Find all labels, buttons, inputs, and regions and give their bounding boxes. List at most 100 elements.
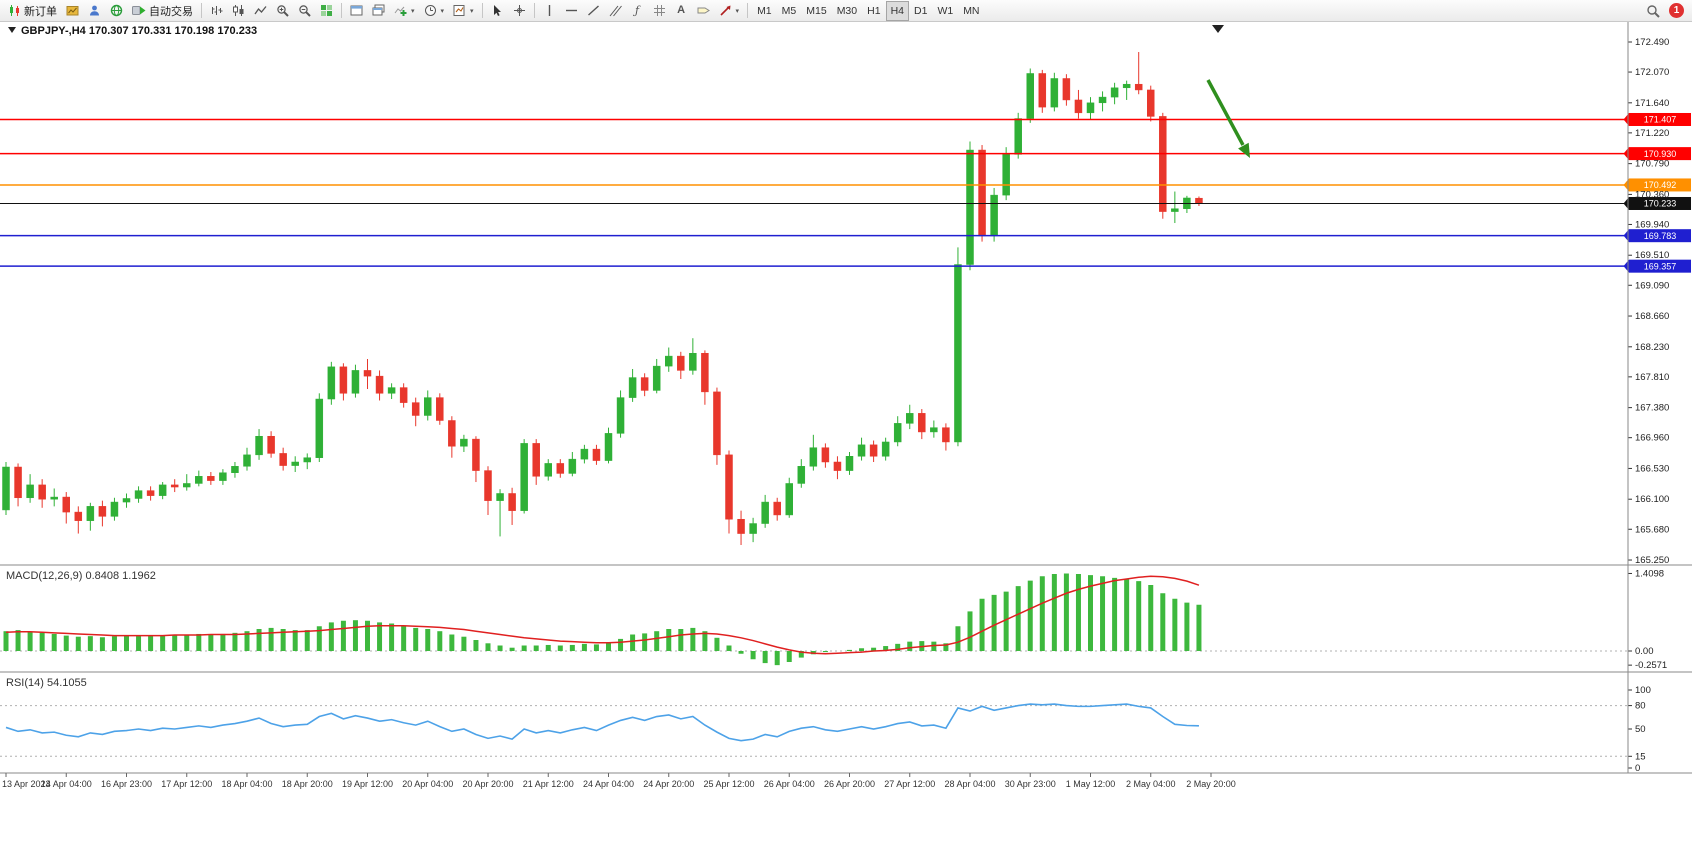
svg-text:GBPJPY-,H4 170.307 170.331 170: GBPJPY-,H4 170.307 170.331 170.198 170.2… — [21, 25, 257, 37]
svg-text:168.230: 168.230 — [1635, 342, 1669, 353]
zoom-in-icon — [276, 4, 289, 17]
timeframe-H4-button[interactable]: H4 — [885, 0, 909, 21]
svg-text:167.810: 167.810 — [1635, 372, 1669, 383]
svg-text:100: 100 — [1635, 685, 1651, 696]
line-chart-button[interactable] — [250, 1, 271, 21]
new-window-button[interactable] — [346, 1, 367, 21]
templates-button[interactable]: ▾ — [449, 1, 478, 21]
cascade-windows-icon — [372, 4, 385, 17]
timeframe-H1-button[interactable]: H1 — [862, 1, 885, 21]
candlestick-chart-button[interactable] — [228, 1, 249, 21]
toolbar-separator — [341, 3, 342, 18]
tile-windows-button[interactable] — [316, 1, 337, 21]
new-order-button[interactable]: 新订单 — [4, 1, 61, 21]
chevron-down-icon: ▾ — [735, 7, 740, 15]
grid-button[interactable] — [649, 1, 670, 21]
clock-icon — [424, 4, 437, 17]
cursor-icon — [491, 4, 504, 17]
zoom-in-button[interactable] — [272, 1, 293, 21]
candlestick-icon — [232, 4, 245, 17]
vertical-line-icon — [543, 4, 556, 17]
svg-text:16 Apr 23:00: 16 Apr 23:00 — [101, 779, 152, 789]
auto-trading-button[interactable]: 自动交易 — [128, 1, 197, 21]
svg-text:15: 15 — [1635, 751, 1646, 762]
svg-text:1 May 12:00: 1 May 12:00 — [1066, 779, 1116, 789]
svg-text:170.790: 170.790 — [1635, 159, 1669, 170]
vertical-line-button[interactable] — [539, 1, 560, 21]
svg-text:24 Apr 20:00: 24 Apr 20:00 — [643, 779, 694, 789]
svg-text:27 Apr 12:00: 27 Apr 12:00 — [884, 779, 935, 789]
text-button[interactable]: A — [671, 1, 692, 21]
template-icon — [453, 4, 466, 17]
timeframe-M15-button[interactable]: M15 — [801, 1, 831, 21]
svg-text:166.960: 166.960 — [1635, 433, 1669, 444]
chevron-down-icon: ▾ — [440, 7, 445, 15]
window-icon — [350, 4, 363, 17]
timeframe-M1-button[interactable]: M1 — [752, 1, 777, 21]
profiles-button[interactable] — [84, 1, 105, 21]
toolbar-separator — [533, 3, 535, 18]
svg-text:28 Apr 04:00: 28 Apr 04:00 — [944, 779, 995, 789]
arrows-button[interactable]: ▾ — [715, 1, 744, 21]
svg-text:169.783: 169.783 — [1644, 231, 1677, 241]
search-icon — [1646, 4, 1660, 18]
channel-icon — [609, 4, 622, 17]
timeframe-D1-button[interactable]: D1 — [909, 1, 932, 21]
timeframe-M5-button[interactable]: M5 — [777, 1, 802, 21]
market-watch-button[interactable] — [106, 1, 127, 21]
periods-button[interactable]: ▾ — [420, 1, 449, 21]
timeframe-W1-button[interactable]: W1 — [932, 1, 958, 21]
bar-chart-button[interactable] — [206, 1, 227, 21]
svg-text:MACD(12,26,9) 0.8408 1.1962: MACD(12,26,9) 0.8408 1.1962 — [6, 570, 156, 582]
svg-text:-0.2571: -0.2571 — [1635, 660, 1667, 671]
cascade-windows-button[interactable] — [368, 1, 389, 21]
svg-text:169.510: 169.510 — [1635, 250, 1669, 261]
svg-text:50: 50 — [1635, 724, 1646, 735]
zoom-out-button[interactable] — [294, 1, 315, 21]
main-toolbar: 新订单 自动交易 ▾ ▾ ▾ ƒ A — [0, 0, 1692, 22]
crosshair-icon — [513, 4, 526, 17]
new-order-icon — [8, 4, 21, 17]
svg-text:30 Apr 23:00: 30 Apr 23:00 — [1005, 779, 1056, 789]
grid-icon — [653, 4, 666, 17]
svg-text:170.492: 170.492 — [1644, 180, 1677, 190]
toolbar-separator — [747, 3, 749, 18]
crosshair-button[interactable] — [509, 1, 530, 21]
cursor-button[interactable] — [487, 1, 508, 21]
svg-text:0.00: 0.00 — [1635, 646, 1654, 657]
svg-text:20 Apr 04:00: 20 Apr 04:00 — [402, 779, 453, 789]
svg-text:80: 80 — [1635, 701, 1646, 712]
ohlc-bars-icon — [210, 4, 223, 17]
trendline-button[interactable] — [583, 1, 604, 21]
person-icon — [88, 4, 101, 17]
globe-icon — [110, 4, 123, 17]
label-button[interactable] — [693, 1, 714, 21]
svg-text:167.380: 167.380 — [1635, 403, 1669, 414]
svg-text:26 Apr 20:00: 26 Apr 20:00 — [824, 779, 875, 789]
horizontal-line-button[interactable] — [561, 1, 582, 21]
svg-text:1.4098: 1.4098 — [1635, 568, 1664, 579]
svg-text:170.233: 170.233 — [1644, 199, 1677, 209]
toolbar-separator — [481, 3, 483, 18]
notification-badge[interactable]: 1 — [1669, 3, 1684, 18]
timeframe-MN-button[interactable]: MN — [958, 1, 984, 21]
toolbar-separator — [201, 3, 202, 18]
svg-text:13 Apr 2023: 13 Apr 2023 — [2, 779, 51, 789]
svg-text:RSI(14) 54.1055: RSI(14) 54.1055 — [6, 677, 87, 689]
new-chart-button[interactable] — [62, 1, 83, 21]
svg-text:166.530: 166.530 — [1635, 463, 1669, 474]
search-button[interactable] — [1642, 1, 1664, 21]
channel-button[interactable] — [605, 1, 626, 21]
svg-text:18 Apr 20:00: 18 Apr 20:00 — [282, 779, 333, 789]
new-order-label: 新订单 — [24, 5, 57, 18]
svg-text:2 May 04:00: 2 May 04:00 — [1126, 779, 1176, 789]
chevron-down-icon: ▾ — [411, 7, 415, 15]
indicators-button[interactable]: ▾ — [390, 1, 419, 21]
svg-text:21 Apr 12:00: 21 Apr 12:00 — [523, 779, 574, 789]
svg-text:171.640: 171.640 — [1635, 98, 1669, 109]
timeframe-M30-button[interactable]: M30 — [832, 1, 862, 21]
fibonacci-button[interactable]: ƒ — [627, 1, 648, 21]
svg-text:168.660: 168.660 — [1635, 311, 1669, 322]
